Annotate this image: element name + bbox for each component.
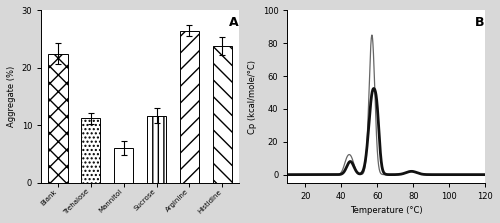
X-axis label: Temperature (°C): Temperature (°C) (350, 206, 422, 215)
Bar (146, 116, 167, 183)
Text: B: B (476, 16, 485, 29)
Y-axis label: Cp (kcal/mole/°C): Cp (kcal/mole/°C) (248, 60, 257, 134)
Bar (212, 46, 233, 183)
Text: A: A (229, 16, 238, 29)
Bar (48, 54, 68, 183)
Y-axis label: Aggregate (%): Aggregate (%) (7, 66, 16, 127)
Bar (114, 148, 134, 183)
Bar (80, 118, 100, 183)
Bar (180, 31, 200, 183)
